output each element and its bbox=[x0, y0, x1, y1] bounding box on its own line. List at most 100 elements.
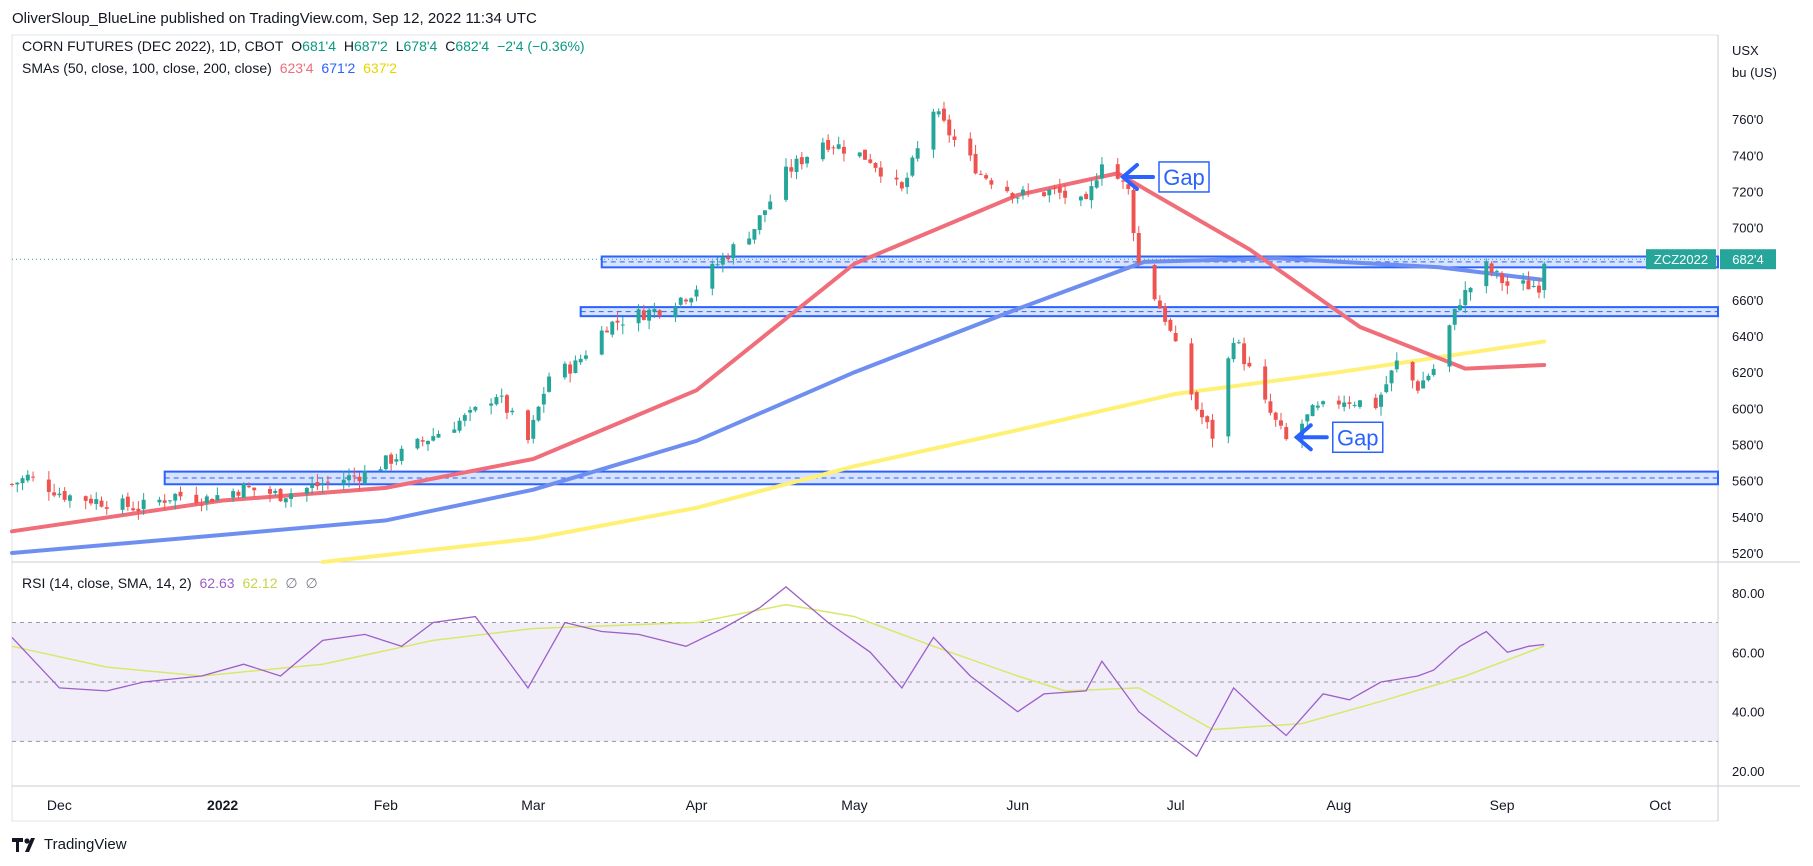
time-tick-label: Oct bbox=[1649, 797, 1671, 813]
candle-body bbox=[57, 493, 62, 496]
candle-body bbox=[10, 483, 14, 485]
candle-body bbox=[1310, 405, 1315, 417]
price-tick-label: 560'0 bbox=[1732, 474, 1763, 489]
candle-body bbox=[568, 364, 573, 374]
candle-body bbox=[357, 476, 362, 482]
footer-brand: TradingView bbox=[44, 836, 127, 853]
price-tick-label: 540'0 bbox=[1732, 510, 1763, 525]
candle-body bbox=[1057, 186, 1062, 193]
candle-body bbox=[99, 500, 104, 507]
candle-body bbox=[131, 508, 136, 511]
price-tick-label: 580'0 bbox=[1732, 438, 1763, 453]
time-tick-label: Jul bbox=[1167, 797, 1185, 813]
candle-body bbox=[752, 229, 757, 240]
candle-body bbox=[241, 483, 246, 498]
candle-body bbox=[1242, 343, 1247, 365]
time-tick-label: May bbox=[841, 797, 867, 813]
candle-body bbox=[1121, 180, 1125, 182]
price-unit-line-1: USX bbox=[1732, 43, 1759, 58]
candle-body bbox=[1410, 362, 1415, 381]
candle-body bbox=[1452, 308, 1457, 325]
candle-body bbox=[1163, 306, 1168, 322]
candle-body bbox=[15, 482, 20, 485]
tradingview-logo-icon bbox=[12, 837, 35, 852]
candle-body bbox=[1015, 197, 1020, 199]
candle-body bbox=[1115, 164, 1120, 179]
candle-body bbox=[841, 146, 846, 154]
candle-body bbox=[236, 491, 241, 496]
candle-body bbox=[394, 459, 399, 462]
candle-body bbox=[104, 507, 109, 509]
rsi-tick-label: 40.00 bbox=[1732, 705, 1765, 720]
candle-body bbox=[678, 297, 683, 305]
candle-body bbox=[315, 482, 320, 487]
rsi-extra-2: ∅ bbox=[305, 575, 318, 591]
candle-body bbox=[915, 148, 920, 159]
symbol-legend: CORN FUTURES (DEC 2022), 1D, CBOT O681'4… bbox=[22, 38, 589, 54]
candle-body bbox=[652, 308, 657, 312]
candle-body bbox=[320, 484, 325, 486]
candle-body bbox=[1152, 264, 1157, 300]
symbol-title: CORN FUTURES (DEC 2022), 1D, CBOT bbox=[22, 38, 284, 54]
candle-body bbox=[868, 159, 873, 163]
candle-body bbox=[747, 238, 752, 245]
candle-body bbox=[647, 309, 652, 321]
candle-body bbox=[836, 144, 841, 149]
candle-body bbox=[52, 492, 57, 496]
candle-body bbox=[20, 478, 25, 484]
candle-body bbox=[1500, 273, 1505, 284]
candle-body bbox=[504, 395, 509, 413]
rsi-sma-line bbox=[11, 603, 1545, 731]
time-tick-label: Mar bbox=[521, 797, 545, 813]
candle-body bbox=[1210, 419, 1215, 439]
candle-body bbox=[1020, 189, 1025, 196]
rsi-tick-label: 60.00 bbox=[1732, 645, 1765, 660]
candle-body bbox=[863, 149, 867, 160]
time-tick-label: Feb bbox=[374, 797, 398, 813]
support-zone-0 bbox=[600, 255, 1719, 269]
candle-body bbox=[1205, 416, 1210, 423]
candle-body bbox=[1273, 412, 1278, 420]
candle-body bbox=[1463, 289, 1468, 306]
ticker-badge bbox=[1646, 249, 1716, 270]
sma50-value: 623'4 bbox=[279, 60, 314, 76]
candle-body bbox=[936, 111, 941, 115]
candle-body bbox=[873, 162, 878, 168]
candle-body bbox=[252, 487, 257, 491]
price-tick-label: 520'0 bbox=[1732, 546, 1763, 561]
chart-frame bbox=[11, 34, 1719, 822]
candle-body bbox=[720, 256, 725, 265]
support-zone-2 bbox=[163, 470, 1720, 486]
candle-body bbox=[157, 499, 162, 503]
candle-body bbox=[1421, 380, 1426, 389]
candle-body bbox=[968, 138, 973, 156]
sma100-value: 671'2 bbox=[321, 60, 356, 76]
candle-body bbox=[726, 256, 731, 260]
gap-label-box bbox=[1332, 421, 1384, 454]
candle-body bbox=[1200, 409, 1204, 418]
candle-body bbox=[1136, 232, 1141, 263]
candle-body bbox=[1357, 400, 1362, 407]
ticker-badge-label: ZCZ2022 bbox=[1654, 252, 1708, 267]
candle-body bbox=[657, 310, 662, 316]
change-value: −2'4 (−0.36%) bbox=[497, 38, 585, 54]
candle-body bbox=[805, 156, 810, 164]
price-badge bbox=[1720, 249, 1776, 270]
candle-body bbox=[289, 493, 294, 499]
candle-body bbox=[1426, 375, 1431, 381]
sma100-line bbox=[10, 256, 1547, 555]
gap-arrow-icon bbox=[1119, 162, 1156, 191]
candle-body bbox=[347, 475, 351, 481]
candle-body bbox=[1394, 360, 1399, 370]
candle-body bbox=[547, 376, 552, 392]
price-tick-label: 680'0 bbox=[1732, 257, 1763, 272]
candle-body bbox=[1336, 400, 1341, 405]
candle-body bbox=[162, 500, 167, 503]
candle-body bbox=[462, 415, 467, 421]
candle-body bbox=[1063, 190, 1068, 198]
rsi-value: 62.63 bbox=[199, 575, 235, 591]
candle-body bbox=[636, 309, 641, 324]
candle-body bbox=[684, 299, 688, 302]
rsi-line bbox=[11, 586, 1545, 758]
